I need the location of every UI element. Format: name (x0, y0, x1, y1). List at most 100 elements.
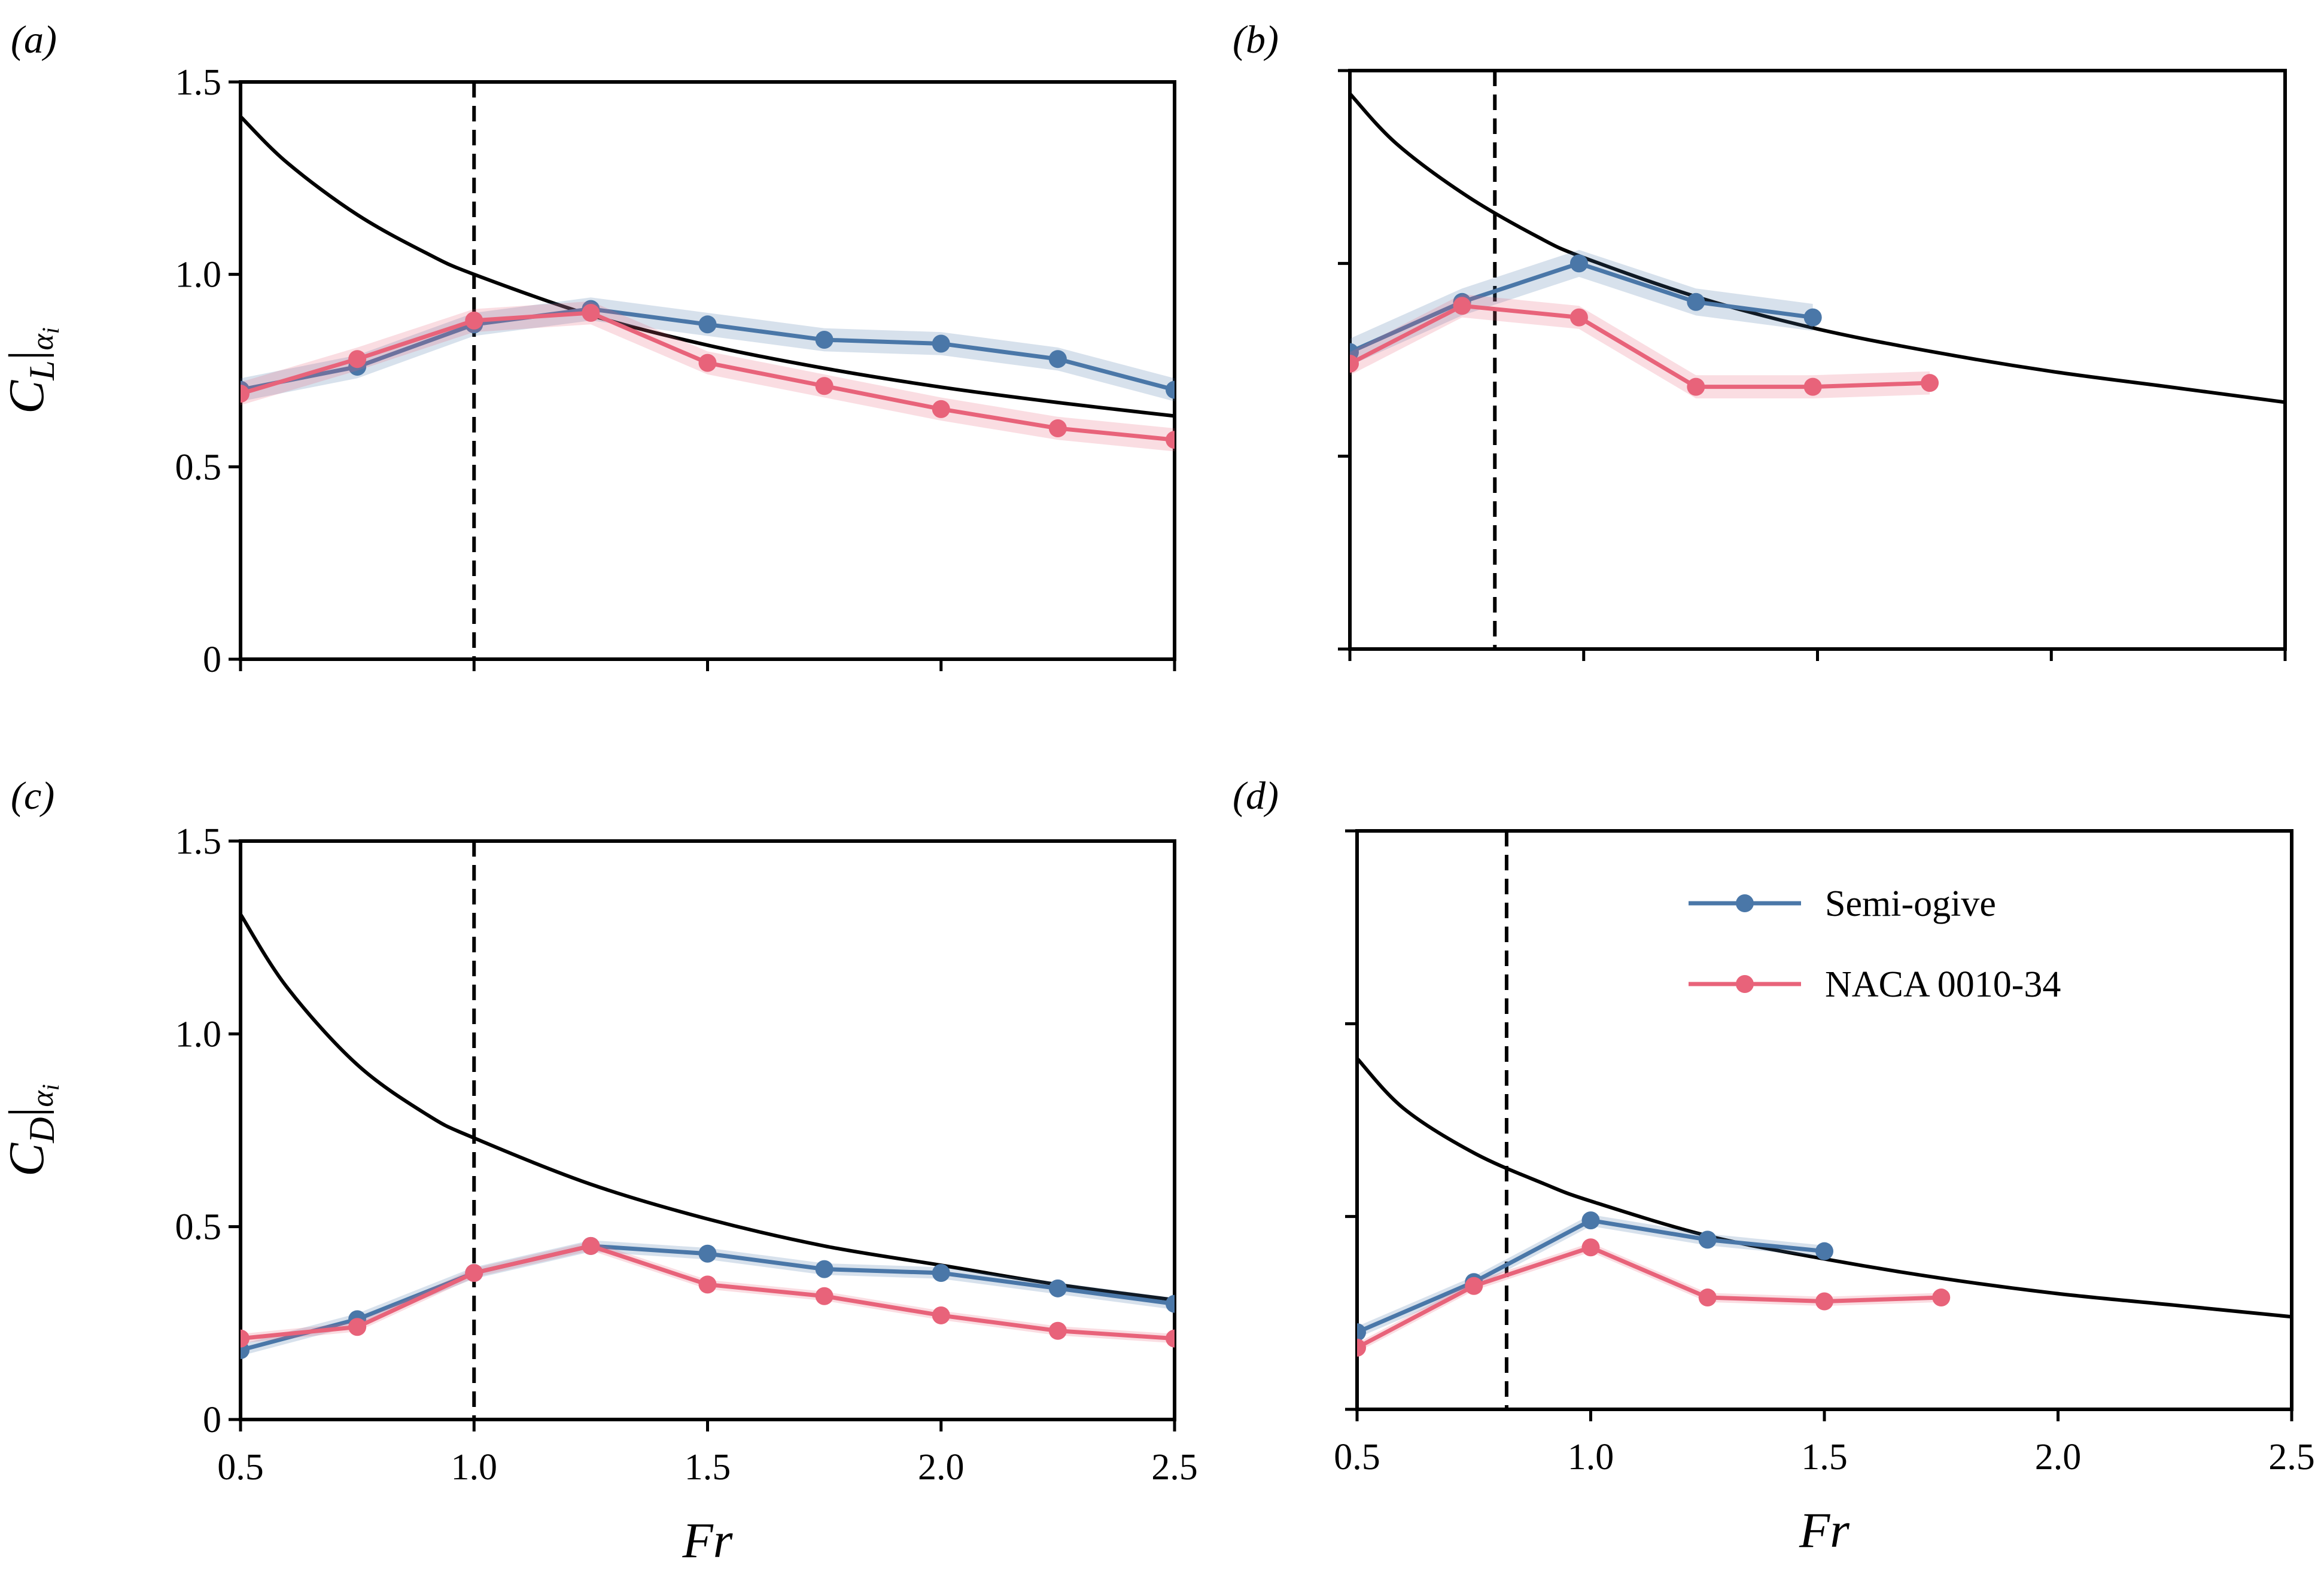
panel-label: (c) (11, 774, 54, 818)
panel-label: (a) (11, 18, 57, 62)
series-band (1350, 294, 1930, 398)
data-point (1166, 431, 1175, 449)
data-point (1048, 1321, 1067, 1340)
legend: Semi-ogive NACA 0010-34 (1689, 884, 2061, 1005)
panel-c: (c) 0 0.5 1.0 1.5 0.5 1.0 1.5 2.0 2.5 CD|αi Fr (0, 774, 1198, 1568)
data-point (1357, 1323, 1366, 1342)
legend-marker (1736, 975, 1754, 993)
data-point (582, 1236, 600, 1255)
theory-curve (1350, 92, 2285, 404)
data-point (1569, 254, 1588, 273)
data-point (932, 1264, 950, 1283)
data-point (1166, 1294, 1175, 1313)
data-point (348, 350, 367, 368)
theory-curve (241, 115, 1175, 418)
data-point (1453, 297, 1471, 315)
data-point (815, 331, 834, 349)
y-tick-label: 0 (203, 639, 221, 680)
x-tick-label: 1.0 (1568, 1437, 1614, 1478)
plot-area (241, 82, 1175, 659)
x-axis-label: Fr (1799, 1503, 1850, 1558)
theory-curve (1357, 1057, 2292, 1319)
data-point (932, 334, 950, 353)
data-point (815, 377, 834, 395)
x-tick-label: 0.5 (1334, 1437, 1380, 1478)
data-point (241, 385, 250, 403)
y-axis-label-text: CL|αi (0, 327, 64, 414)
y-axis-label-text: CD|αi (0, 1084, 64, 1177)
x-tick-label: 1.5 (1801, 1437, 1848, 1478)
plot-area (1357, 831, 2292, 1409)
y-tick-label: 1.0 (175, 255, 222, 296)
data-point (348, 1318, 367, 1336)
data-point (465, 1264, 483, 1283)
panel-b: (b) (1233, 18, 2287, 661)
y-tick-label: 0 (203, 1400, 221, 1440)
data-point (1803, 377, 1822, 396)
x-tick-label: 2.0 (918, 1447, 965, 1488)
data-point (1698, 1289, 1717, 1307)
y-tick-label: 1.0 (175, 1014, 222, 1055)
data-point (1166, 1329, 1175, 1348)
series-line (1350, 303, 1930, 389)
panel-label: (b) (1233, 18, 1279, 62)
x-axis-label: Fr (682, 1513, 733, 1568)
data-point (932, 400, 950, 418)
data-point (1048, 350, 1067, 368)
series-band (1357, 1242, 1942, 1353)
y-tick-label: 0.5 (175, 447, 222, 488)
data-point (1698, 1230, 1717, 1249)
data-point (1581, 1238, 1600, 1257)
axes-frame (1355, 829, 2293, 1411)
plot-area (1350, 71, 2285, 649)
data-point (1687, 293, 1705, 311)
axes-frame (1348, 69, 2287, 651)
data-point (1803, 308, 1822, 327)
data-point (815, 1287, 834, 1305)
y-tick-label: 0.5 (175, 1207, 222, 1248)
data-point (1932, 1289, 1951, 1307)
data-point (698, 315, 717, 334)
x-tick-label: 0.5 (217, 1447, 264, 1488)
axes-frame (239, 839, 1176, 1421)
x-tick-label: 2.5 (2268, 1437, 2315, 1478)
legend-label: NACA 0010-34 (1825, 964, 2061, 1005)
panel-d: (d) 0.5 1.0 1.5 2.0 2.5 Fr (1233, 774, 2315, 1558)
x-tick-label: 2.0 (2035, 1437, 2082, 1478)
data-point (241, 1329, 250, 1348)
x-tick-label: 1.5 (685, 1447, 731, 1488)
plot-area (241, 841, 1175, 1420)
data-point (1687, 377, 1705, 396)
data-point (1166, 380, 1175, 399)
legend-marker (1736, 894, 1754, 912)
data-point (582, 304, 600, 322)
data-point (1569, 308, 1588, 327)
data-point (698, 354, 717, 372)
data-point (465, 311, 483, 330)
x-tick-label: 2.5 (1151, 1447, 1198, 1488)
series-line (1357, 1218, 1825, 1335)
theory-curve (241, 913, 1175, 1302)
data-point (698, 1275, 717, 1294)
data-point (815, 1260, 834, 1278)
data-point (1048, 419, 1067, 437)
data-point (1350, 354, 1359, 373)
data-point (1815, 1242, 1833, 1260)
data-point (932, 1306, 950, 1324)
y-tick-label: 1.5 (175, 821, 222, 862)
x-tick-label: 1.0 (451, 1447, 498, 1488)
y-axis-label: CL|αi (0, 327, 64, 414)
y-tick-label: 1.5 (175, 62, 222, 103)
data-point (1357, 1338, 1366, 1357)
series-band (1350, 249, 1813, 366)
data-point (1815, 1292, 1833, 1311)
data-point (1581, 1211, 1600, 1230)
series-line (1357, 1245, 1942, 1350)
data-point (1048, 1279, 1067, 1297)
panel-a: (a) 0 0.5 1.0 1.5 CL|αi (0, 18, 1176, 680)
data-point (1465, 1277, 1483, 1295)
y-axis-label: CD|αi (0, 1084, 64, 1177)
panel-label: (d) (1233, 774, 1279, 818)
data-point (698, 1244, 717, 1263)
